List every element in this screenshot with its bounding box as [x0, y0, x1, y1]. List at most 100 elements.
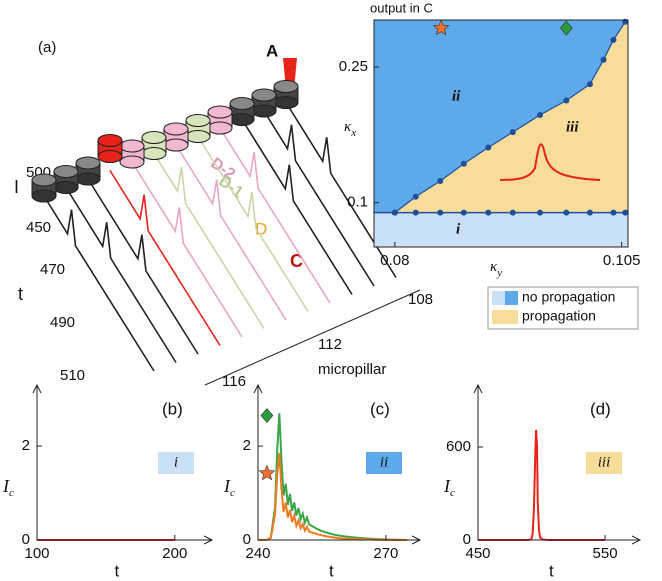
- x-axis-label: κy: [490, 259, 502, 278]
- boundary-point: [537, 209, 544, 216]
- boundary-point: [460, 160, 467, 167]
- y-axis-label-base: I: [2, 476, 10, 496]
- region-box: [158, 452, 194, 474]
- pillar-base: [97, 150, 123, 163]
- pillar-base: [119, 155, 145, 169]
- x-axis-label: t: [329, 561, 334, 580]
- x-axis-label-sub: y: [496, 267, 502, 279]
- pillar-top: [141, 131, 167, 144]
- boundary-line: [394, 21, 626, 214]
- region-label: i: [456, 221, 461, 237]
- boundary-point: [485, 209, 492, 216]
- axis-arrow: [32, 383, 42, 394]
- pillar-base: [251, 104, 277, 118]
- y-tick-label: 600: [446, 438, 471, 455]
- boundary-point: [412, 193, 419, 200]
- trace: [175, 144, 287, 321]
- axis: [204, 289, 421, 386]
- pillar-base: [141, 147, 167, 160]
- trace: [109, 170, 221, 346]
- boundary-point: [485, 144, 492, 151]
- boundary-point: [586, 209, 593, 216]
- pillar-base: [75, 172, 101, 186]
- pillar-top: [97, 134, 123, 147]
- x-tick-label: 200: [162, 545, 187, 562]
- y-tick-label: 2: [243, 437, 251, 454]
- boundary-point: [563, 209, 570, 216]
- marker-star: [258, 464, 276, 481]
- boundary-point: [437, 177, 444, 184]
- y-axis-label-base: I: [443, 476, 451, 496]
- boundary-point: [391, 209, 398, 216]
- series-line: [258, 453, 408, 541]
- x-tick-label: 550: [593, 545, 618, 562]
- trace: [197, 136, 309, 312]
- pillar-base: [207, 121, 233, 135]
- panel-label: (b): [162, 399, 183, 418]
- trace: [241, 119, 353, 295]
- trace-label: D: [255, 219, 267, 238]
- boundary-point: [437, 209, 444, 216]
- y-axis-label-sub: c: [450, 487, 455, 499]
- y-axis-label: Ic: [223, 476, 235, 498]
- region-box: [366, 452, 402, 474]
- y-axis-label: κx: [344, 119, 356, 138]
- time-tick: 450: [26, 219, 51, 236]
- panel-label: (d): [590, 399, 611, 418]
- boundary-point: [412, 209, 419, 216]
- time-tick: 510: [60, 367, 85, 384]
- y-tick-label: 0: [243, 531, 251, 548]
- x-axis-label-base: κ: [490, 259, 498, 275]
- pillar-base: [229, 113, 255, 126]
- boundary-point: [537, 111, 544, 118]
- y-axis-label-base: I: [223, 476, 231, 496]
- boundary-point: [460, 209, 467, 216]
- legend-swatch: [505, 291, 518, 305]
- x-tick-label: 0.105: [603, 252, 641, 269]
- legend-label: no propagation: [522, 289, 615, 305]
- series-line: [478, 429, 606, 541]
- region-label: i: [174, 454, 178, 470]
- illustration: (a) A I 500 0 450 470 t 490 510 116 112 …: [14, 39, 433, 390]
- pillar-top: [119, 139, 145, 153]
- pillar-top: [185, 114, 211, 127]
- x-tick-label: 100: [24, 545, 49, 562]
- time-label: t: [18, 284, 23, 304]
- trace: [263, 110, 375, 287]
- boundary-point: [600, 56, 607, 63]
- boundary-point: [509, 129, 516, 136]
- y-tick-label: 2: [22, 437, 30, 454]
- x-tick-label: 270: [373, 545, 398, 562]
- pillar-base: [273, 96, 299, 109]
- trace: [219, 127, 331, 304]
- intensity-label: I: [14, 177, 19, 197]
- boundary-point: [563, 97, 570, 104]
- y-axis-label: Ic: [2, 476, 14, 498]
- plot-frame: [373, 19, 629, 248]
- pillar-top: [207, 105, 233, 119]
- axis-arrow: [473, 383, 483, 394]
- pillar-tick: 112: [318, 336, 342, 353]
- trace: [131, 161, 243, 338]
- legend-label: propagation: [522, 308, 596, 324]
- boundary-point: [622, 209, 629, 216]
- region-label: ii: [452, 88, 461, 104]
- marker-diamond: [260, 408, 274, 423]
- boundary-point: [509, 209, 516, 216]
- panel-label: (c): [370, 399, 390, 418]
- y-axis-label: Ic: [443, 476, 455, 498]
- marker-diamond: [559, 20, 573, 36]
- legend-swatch: [492, 291, 505, 305]
- region-label: iii: [598, 454, 611, 470]
- pillar-tick: 108: [408, 291, 433, 308]
- time-tick: 470: [40, 261, 65, 278]
- series-line: [258, 413, 408, 541]
- x-axis-label: t: [115, 561, 120, 580]
- panel-label: (a): [38, 39, 56, 56]
- pillar-base: [185, 130, 211, 143]
- chart-title: output in C: [370, 0, 433, 15]
- pillar-base: [163, 138, 189, 152]
- trace: [43, 195, 155, 372]
- region-box: [586, 452, 622, 474]
